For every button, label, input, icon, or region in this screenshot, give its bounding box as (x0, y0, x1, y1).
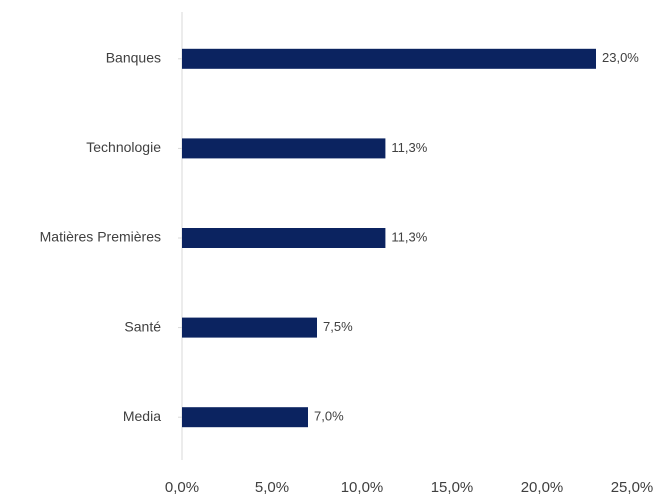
x-tick-label: 20,0% (521, 479, 564, 496)
category-label: Santé (124, 318, 161, 334)
data-label: 23,0% (602, 50, 639, 65)
data-label: 11,3% (391, 140, 427, 155)
bar (182, 138, 386, 159)
bar (182, 407, 308, 428)
x-tick-label: 15,0% (431, 479, 474, 496)
data-label: 11,3% (391, 229, 427, 244)
x-tick-label: 5,0% (255, 479, 289, 496)
data-label: 7,5% (323, 319, 353, 334)
category-label: Media (123, 408, 161, 424)
category-label: Banques (106, 50, 161, 66)
data-label: 7,0% (314, 409, 344, 424)
x-tick-label: 0,0% (165, 479, 199, 496)
bar (182, 317, 317, 338)
category-label: Matières Premières (40, 229, 161, 245)
bar (182, 48, 596, 69)
x-tick-label: 10,0% (341, 479, 384, 496)
x-tick-label: 25,0% (611, 479, 653, 496)
bar (182, 228, 386, 248)
category-label: Technologie (86, 139, 161, 155)
